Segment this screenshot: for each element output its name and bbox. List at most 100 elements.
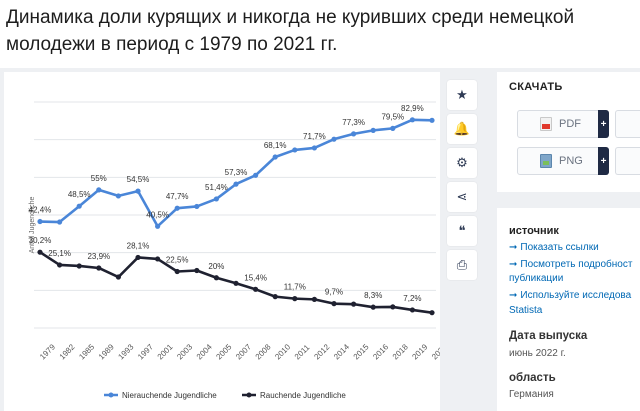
statista-link[interactable]: Statista bbox=[509, 304, 542, 317]
publication-details-link-continued[interactable]: публикации bbox=[509, 272, 563, 285]
data-label: 54,5% bbox=[127, 175, 150, 184]
release-date: июнь 2022 г. bbox=[509, 348, 566, 359]
data-label: 82,9% bbox=[401, 104, 424, 113]
data-point[interactable] bbox=[194, 267, 200, 274]
data-point[interactable] bbox=[174, 268, 180, 275]
data-point[interactable] bbox=[390, 304, 396, 310]
png-plus-button[interactable]: + bbox=[598, 147, 609, 175]
data-label: 47,7% bbox=[166, 192, 189, 201]
x-tick-label: 2011 bbox=[293, 342, 312, 361]
data-point[interactable] bbox=[57, 262, 63, 268]
data-point[interactable] bbox=[135, 188, 141, 194]
download-pdf-button[interactable]: PDF + bbox=[517, 110, 609, 138]
download-png-button[interactable]: PNG + bbox=[517, 147, 609, 175]
show-references-link[interactable]: ➞ Показать ссылки bbox=[509, 241, 599, 254]
data-label: 55% bbox=[91, 174, 107, 183]
x-tick-label: 2012 bbox=[312, 342, 331, 361]
use-research-link[interactable]: ➞ Используйте исследова bbox=[509, 289, 631, 302]
data-point[interactable] bbox=[351, 301, 357, 307]
data-point[interactable] bbox=[96, 265, 102, 271]
star-icon[interactable]: ★ bbox=[447, 80, 477, 110]
arrow-right-icon: ➞ bbox=[509, 290, 518, 301]
data-label: 15,4% bbox=[244, 273, 267, 282]
data-point[interactable] bbox=[311, 145, 317, 151]
share-icon[interactable]: ⋖ bbox=[447, 182, 477, 212]
data-point[interactable] bbox=[233, 181, 239, 187]
page-title: Динамика доли курящих и никогда не курив… bbox=[6, 7, 575, 55]
data-point[interactable] bbox=[253, 172, 259, 178]
data-point[interactable] bbox=[390, 125, 396, 131]
quote-icon[interactable]: ❝ bbox=[447, 216, 477, 246]
download-xls-button[interactable] bbox=[615, 110, 640, 138]
data-label: 23,9% bbox=[87, 252, 110, 261]
source-heading: источник bbox=[509, 225, 559, 237]
data-point[interactable] bbox=[292, 147, 298, 153]
data-point[interactable] bbox=[409, 307, 415, 313]
info-panel: источник ➞ Показать ссылки ➞ Посмотреть по… bbox=[497, 208, 640, 411]
data-point[interactable] bbox=[272, 154, 278, 160]
legend-marker bbox=[246, 392, 252, 398]
data-point[interactable] bbox=[194, 203, 200, 210]
data-point[interactable] bbox=[351, 131, 357, 137]
data-point[interactable] bbox=[115, 274, 121, 280]
data-point[interactable] bbox=[155, 256, 161, 262]
data-point[interactable] bbox=[115, 193, 121, 199]
region-heading: область bbox=[509, 372, 556, 384]
pdf-label: PDF bbox=[559, 118, 581, 130]
pdf-plus-button[interactable]: + bbox=[598, 110, 609, 138]
data-label: 30,2% bbox=[29, 236, 52, 245]
download-title: СКАЧАТЬ bbox=[509, 81, 563, 93]
data-label: 68,1% bbox=[264, 141, 287, 150]
data-label: 22,5% bbox=[166, 256, 189, 265]
link-text: публикации bbox=[509, 273, 564, 284]
data-point[interactable] bbox=[96, 187, 102, 193]
x-tick-label: 1982 bbox=[58, 342, 77, 361]
print-icon[interactable]: ⎙ bbox=[447, 250, 477, 280]
pdf-file-icon bbox=[540, 117, 552, 131]
x-tick-label: 2021 bbox=[430, 342, 440, 361]
data-point[interactable] bbox=[155, 223, 161, 229]
data-point[interactable] bbox=[57, 219, 63, 225]
x-tick-label: 2004 bbox=[195, 342, 214, 361]
data-point[interactable] bbox=[272, 294, 278, 300]
download-panel: СКАЧАТЬ PDF + PNG + bbox=[497, 72, 640, 192]
x-tick-label: 2019 bbox=[410, 342, 429, 361]
data-label: 8,3% bbox=[364, 291, 382, 300]
data-point[interactable] bbox=[37, 218, 43, 225]
data-point[interactable] bbox=[429, 310, 435, 316]
data-label: 42,4% bbox=[29, 206, 52, 215]
data-point[interactable] bbox=[174, 205, 180, 211]
data-point[interactable] bbox=[311, 296, 317, 302]
gear-icon[interactable]: ⚙ bbox=[447, 148, 477, 178]
data-point[interactable] bbox=[76, 203, 82, 209]
data-label: 79,5% bbox=[381, 112, 404, 121]
data-point[interactable] bbox=[76, 263, 82, 269]
x-tick-label: 2014 bbox=[332, 342, 351, 361]
png-file-icon bbox=[540, 154, 552, 168]
data-point[interactable] bbox=[370, 304, 376, 310]
data-label: 77,3% bbox=[342, 118, 365, 127]
x-tick-label: 2005 bbox=[214, 342, 233, 361]
data-label: 28,1% bbox=[127, 241, 150, 250]
data-label: 11,7% bbox=[284, 283, 306, 292]
data-label: 7,2% bbox=[403, 294, 421, 303]
data-point[interactable] bbox=[213, 275, 219, 281]
data-point[interactable] bbox=[213, 196, 219, 202]
legend-entry[interactable]: Nierauchende Jugendliche bbox=[122, 391, 217, 400]
legend-entry[interactable]: Rauchende Jugendliche bbox=[260, 391, 346, 400]
data-point[interactable] bbox=[233, 280, 239, 286]
data-label: 25,1% bbox=[48, 249, 71, 258]
data-point[interactable] bbox=[331, 301, 337, 307]
data-point[interactable] bbox=[253, 286, 259, 292]
data-point[interactable] bbox=[429, 117, 435, 123]
bell-icon[interactable]: 🔔 bbox=[447, 114, 477, 144]
data-point[interactable] bbox=[37, 249, 43, 255]
data-point[interactable] bbox=[135, 254, 141, 261]
x-tick-label: 2016 bbox=[371, 342, 390, 361]
data-point[interactable] bbox=[409, 117, 415, 123]
data-point[interactable] bbox=[292, 296, 298, 302]
data-point[interactable] bbox=[370, 127, 376, 133]
download-ppt-button[interactable] bbox=[615, 147, 640, 175]
publication-details-link[interactable]: ➞ Посмотреть подробност bbox=[509, 258, 632, 271]
data-point[interactable] bbox=[331, 136, 337, 142]
